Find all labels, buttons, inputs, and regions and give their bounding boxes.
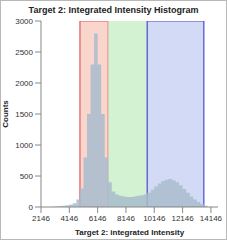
svg-text:2500: 2500 xyxy=(15,48,33,57)
svg-text:12146: 12146 xyxy=(171,214,194,223)
svg-text:6146: 6146 xyxy=(89,214,107,223)
svg-text:14146: 14146 xyxy=(200,214,219,223)
html-text:Target 2: Integrated Intensity: Target 2: Integrated Intensity Histogram xyxy=(28,5,199,15)
svg-text:4146: 4146 xyxy=(60,214,78,223)
svg-text:500: 500 xyxy=(20,172,34,181)
svg-text:10146: 10146 xyxy=(143,214,166,223)
svg-text:2000: 2000 xyxy=(15,79,33,88)
svg-text:Target 2: integrated Intensity: Target 2: integrated Intensity xyxy=(75,228,185,237)
svg-text:1000: 1000 xyxy=(15,141,33,150)
svg-text:3000: 3000 xyxy=(15,17,33,26)
svg-text:1500: 1500 xyxy=(15,110,33,119)
svg-text:2146: 2146 xyxy=(32,214,50,223)
svg-text:8146: 8146 xyxy=(117,214,135,223)
svg-text:0: 0 xyxy=(29,203,34,212)
svg-text:Counts: Counts xyxy=(8,100,10,128)
